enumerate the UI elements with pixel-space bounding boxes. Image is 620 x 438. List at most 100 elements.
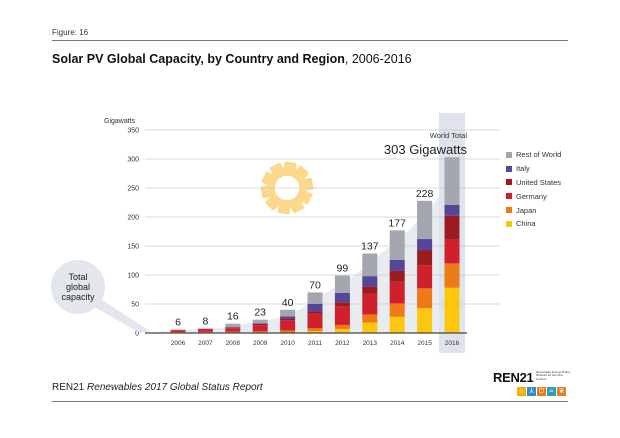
bar-segment-rest-of-world — [417, 200, 433, 240]
legend-item: Germany — [506, 189, 561, 203]
y-tick-label: 250 — [127, 186, 139, 193]
sun-icon: ☼ — [517, 387, 526, 396]
x-tick-label: 2009 — [253, 340, 268, 347]
bar-stack-2016 — [444, 157, 460, 333]
chart-title-years: , 2006-2016 — [344, 52, 412, 66]
legend-label: United States — [516, 177, 562, 187]
callout-line-1: Total — [68, 272, 87, 282]
x-tick-label: 2010 — [280, 340, 295, 347]
figure-label: Figure: 16 — [52, 28, 89, 37]
legend-label: Italy — [516, 164, 530, 174]
legend-label: Germany — [516, 191, 547, 201]
bar-stack-2013 — [362, 253, 378, 333]
bar-stack-2010 — [280, 309, 296, 333]
bar-segment-united-states — [280, 318, 296, 321]
bar-stack-2015 — [417, 200, 433, 333]
sun-ray — [287, 196, 305, 214]
bar-segment-united-states — [444, 215, 460, 240]
x-tick-label: 2013 — [363, 340, 378, 347]
bar-segment-united-states — [417, 250, 433, 266]
legend-swatch — [506, 207, 512, 214]
bar-stack-2014 — [389, 230, 405, 333]
legend-item: United States — [506, 176, 561, 190]
callout-line-3: capacity — [61, 292, 95, 302]
bar-segment-italy — [252, 323, 268, 325]
bar-segment-germany — [307, 313, 323, 329]
total-capacity-area — [150, 157, 464, 333]
chart-title: Solar PV Global Capacity, by Country and… — [52, 52, 412, 66]
bar-segment-united-states — [307, 311, 323, 314]
legend-item: Japan — [506, 203, 561, 217]
bar-segment-italy — [389, 259, 405, 271]
x-tick-label: 2011 — [308, 340, 322, 347]
bar-segment-germany — [225, 328, 241, 332]
total-label: 99 — [337, 263, 349, 275]
legend-label: China — [516, 219, 536, 229]
bar-segment-japan — [417, 288, 433, 309]
bar-segment-italy — [417, 239, 433, 251]
sun-icon — [260, 161, 314, 215]
total-label: 137 — [361, 241, 379, 253]
header-rule — [52, 40, 568, 41]
callout-line-2: global — [66, 282, 90, 292]
bar-segment-japan — [334, 324, 350, 329]
legend-swatch — [506, 179, 512, 186]
logo-wordmark: REN21 — [493, 370, 534, 385]
water-wave-icon: ≈ — [547, 387, 556, 396]
bar-segment-rest-of-world — [444, 157, 460, 205]
x-tick-label: 2015 — [417, 340, 432, 347]
y-tick-label: 50 — [131, 302, 139, 309]
bar-segment-japan — [197, 331, 213, 333]
bar-segment-united-states — [225, 327, 241, 329]
legend-item: Rest of World — [506, 148, 561, 162]
bar-segment-united-states — [389, 270, 405, 282]
legend-swatch — [506, 220, 512, 227]
total-label: 6 — [175, 317, 181, 329]
x-tick-label: 2006 — [171, 340, 186, 347]
bar-segment-rest-of-world — [362, 253, 378, 277]
bar-segment-japan — [252, 331, 268, 333]
bar-segment-rest-of-world — [197, 328, 213, 329]
bar-stack-2009 — [252, 319, 268, 333]
bar-segment-united-states — [252, 324, 268, 326]
sun-ray — [282, 161, 297, 177]
bar-segment-rest-of-world — [307, 292, 323, 304]
bar-segment-japan — [280, 330, 296, 333]
y-tick-label: 200 — [127, 215, 139, 222]
bar-segment-china — [362, 322, 378, 333]
legend-label: Rest of World — [516, 150, 562, 160]
callout: Total global capacity — [51, 260, 150, 333]
sun-ray — [291, 165, 309, 184]
x-tick-label: 2007 — [198, 340, 213, 347]
bar-stack-2007 — [197, 328, 213, 333]
bar-segment-germany — [362, 293, 378, 315]
bar-segment-italy — [362, 276, 378, 287]
logo-tiles: ☼ ⅄ ⏻ ≈ ❦ — [517, 387, 566, 396]
legend-swatch — [506, 165, 512, 172]
bar-segment-germany — [170, 330, 186, 332]
total-label: 8 — [202, 315, 208, 327]
bar-segment-japan — [389, 303, 405, 317]
bar-segment-japan — [225, 331, 241, 333]
y-tick-label: 350 — [127, 128, 139, 135]
footer-org: REN21 — [52, 382, 85, 393]
bar-segment-china — [444, 287, 460, 333]
total-label: 16 — [227, 311, 239, 323]
sun-ray — [265, 192, 283, 211]
x-tick-label: 2008 — [226, 340, 241, 347]
footer-report-title: Renewables 2017 Global Status Report — [87, 382, 263, 393]
bar-segment-japan — [444, 263, 460, 288]
bar-segment-japan — [362, 314, 378, 323]
bar-segment-germany — [280, 320, 296, 331]
logo-text-21: 21 — [519, 370, 534, 385]
logo-tagline: Renewable Energy Policy Network for the … — [536, 370, 571, 381]
legend-item: Italy — [506, 162, 561, 176]
chart-title-bold: Solar PV Global Capacity, by Country and… — [52, 52, 345, 66]
bar-segment-germany — [334, 306, 350, 325]
bar-stack-2011 — [307, 292, 323, 333]
x-tick-label: 2012 — [335, 340, 350, 347]
total-label: 177 — [388, 217, 406, 229]
callout-bubble — [51, 260, 105, 314]
total-label: 23 — [254, 307, 266, 319]
